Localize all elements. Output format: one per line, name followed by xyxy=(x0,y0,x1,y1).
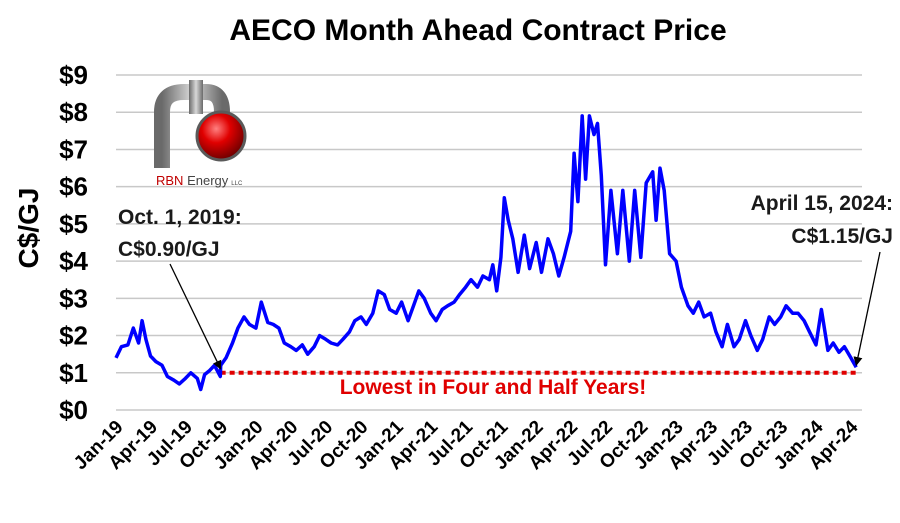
annotation-arrow-apr2024 xyxy=(853,251,881,367)
y-tick-label: $8 xyxy=(59,97,88,127)
rbn-logo: RBN Energy LLC xyxy=(154,80,247,188)
y-axis-label: C$/GJ xyxy=(13,188,44,269)
logo-brand-llc: LLC xyxy=(231,181,243,187)
annotation-apr2024-line1: April 15, 2024: xyxy=(751,192,893,215)
y-tick-label: $2 xyxy=(59,321,88,351)
y-tick-label: $7 xyxy=(59,134,88,164)
y-tick-label: $0 xyxy=(59,395,88,425)
logo-pipe-icon xyxy=(154,84,230,168)
chart-title: AECO Month Ahead Contract Price xyxy=(229,14,726,47)
annotation-oct2019-line2: C$0.90/GJ xyxy=(118,238,220,261)
annotation-arrow-oct2019 xyxy=(169,263,222,370)
x-tick-labels: Jan-19Apr-19Jul-19Oct-19Jan-20Apr-20Jul-… xyxy=(70,416,863,474)
logo-brand-energy: Energy xyxy=(183,173,228,188)
y-tick-label: $1 xyxy=(59,358,88,388)
y-tick-label: $9 xyxy=(59,60,88,90)
annotation-lowest: Lowest in Four and Half Years! xyxy=(340,376,647,399)
series-line xyxy=(114,114,858,392)
y-tick-label: $4 xyxy=(59,246,88,276)
y-tick-label: $6 xyxy=(59,172,88,202)
y-tick-labels: $0 $1 $2 $3 $4 $5 $6 $7 $8 $9 xyxy=(59,60,88,425)
y-tick-label: $3 xyxy=(59,283,88,313)
y-tick-label: $5 xyxy=(59,209,88,239)
annotation-oct2019-line1: Oct. 1, 2019: xyxy=(118,206,242,229)
logo-pipe-stem-icon xyxy=(189,80,203,114)
logo-red-ball-icon xyxy=(195,110,247,162)
logo-brand-rbn: RBN xyxy=(156,173,183,188)
annotation-apr2024-line2: C$1.15/GJ xyxy=(791,225,893,248)
